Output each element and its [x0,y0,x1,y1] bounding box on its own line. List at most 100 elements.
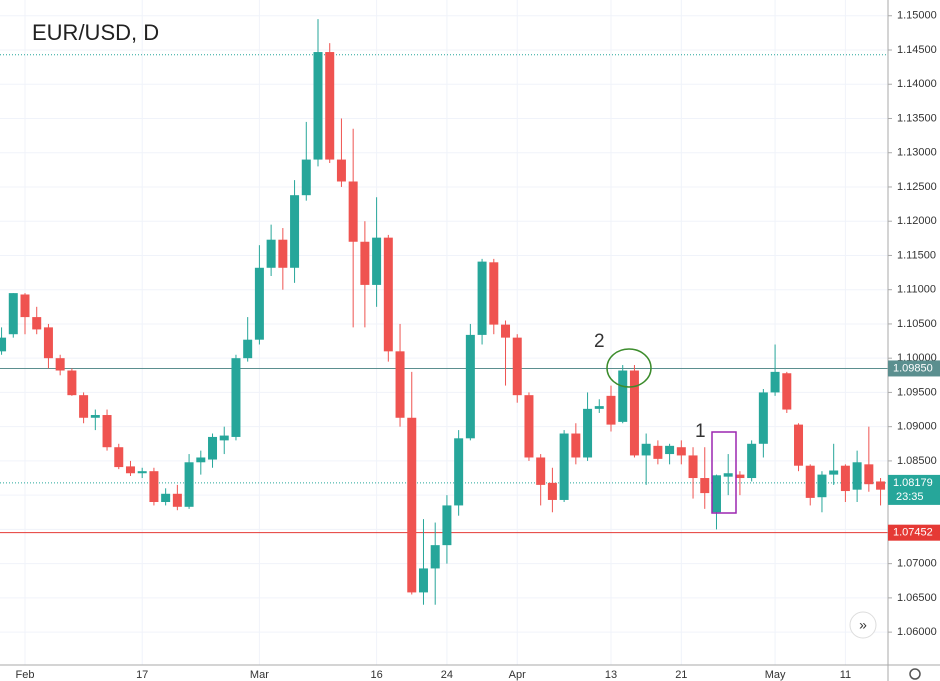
candle-body [114,447,124,468]
candle-body [489,262,499,325]
y-tick-label: 1.10500 [897,318,937,330]
y-tick-label: 1.09500 [897,386,937,398]
x-tick-label: 24 [441,669,453,681]
y-tick-label: 1.09000 [897,421,937,433]
countdown-label: 23:35 [896,491,924,503]
candle-body [360,241,370,285]
candle-body [676,447,686,456]
annotation-box [711,431,737,514]
candle-body [442,505,452,546]
y-tick-label: 1.08500 [897,455,937,467]
candle-body [161,493,171,503]
candle-body [876,481,886,490]
candle-body [372,237,382,285]
candle-body [0,337,7,352]
candle-body [559,433,569,500]
candle-body [395,351,405,418]
y-tick-label: 1.07000 [897,558,937,570]
x-tick-label: Apr [509,669,526,681]
y-tick-label: 1.11000 [897,284,936,296]
annotation-label: 1 [695,421,706,442]
y-tick-label: 1.06500 [897,592,937,604]
candle-body [864,464,874,485]
candle-body [829,470,839,475]
candle-body [805,465,815,498]
candle-body [336,159,346,182]
candle-body [266,239,276,268]
candle-body [125,466,135,474]
candle-body [278,239,288,268]
candle-body [325,52,335,160]
candle-body [618,370,628,422]
y-tick-label: 1.13000 [897,147,937,159]
x-tick-label: May [765,669,786,681]
candle-body [20,294,30,318]
candle-body [208,436,218,460]
candle-body [137,471,147,474]
candle-body [594,406,604,409]
candle-body [770,371,780,393]
candle-body [43,327,53,359]
level-label-box [888,524,940,541]
candle-body [536,457,546,485]
candle-body [758,392,768,444]
annotation-circle [606,348,652,388]
candle-body [747,443,757,479]
candle-body [301,159,311,196]
settings-button[interactable] [909,668,921,680]
y-tick-label: 1.15000 [897,10,937,22]
annotation-label: 2 [594,331,605,352]
candle-body [583,408,593,458]
y-tick-label: 1.06000 [897,626,937,638]
candle-body [383,237,393,352]
candle-body [665,445,675,455]
candle-body [501,324,511,338]
candle-body [149,471,159,503]
y-tick-label: 1.12500 [897,181,937,193]
candle-body [90,415,100,418]
candle-body [454,438,464,506]
candle-body [313,52,323,160]
price-axis: 1.060001.065001.070001.075001.080001.085… [888,10,940,638]
candle-body [688,455,698,479]
level-label: 1.09850 [893,362,933,374]
y-tick-label: 1.13500 [897,112,937,124]
time-axis: Feb 17 Mar 16 24 Apr 13 21 May 11 [16,669,852,681]
candle-body [782,373,792,410]
candle-body [32,317,42,330]
candle-body [67,370,77,396]
candle-body [430,545,440,569]
level-label: 1.07452 [893,527,933,539]
candle-body [196,457,206,463]
last-price-box [888,474,940,505]
y-tick-label: 1.11500 [897,249,936,261]
x-tick-label: 11 [840,669,851,681]
candle-body [184,462,194,507]
y-tick-label: 1.14000 [897,78,937,90]
candle-body [512,337,522,396]
candle-body [547,482,557,500]
scroll-button[interactable]: » [849,611,877,639]
candle-body [231,358,241,437]
levels [0,54,888,534]
candle-body [418,568,428,593]
candle-body [711,475,721,513]
candle-body [629,370,639,456]
candle-body [606,395,616,425]
candle-body [653,445,663,459]
candle-body [102,415,112,448]
candle-body [348,181,358,242]
candle-body [571,433,581,458]
x-tick-label: 21 [675,669,687,681]
y-tick-label: 1.14500 [897,44,937,56]
candle-body [290,195,300,268]
candle-body [641,443,651,456]
x-tick-label: 13 [605,669,617,681]
x-tick-label: Feb [16,669,35,681]
candle-body [852,462,862,490]
level-label-box [888,360,940,377]
candle-body [477,261,487,335]
candle-body [254,267,264,340]
candle-body [840,465,850,492]
